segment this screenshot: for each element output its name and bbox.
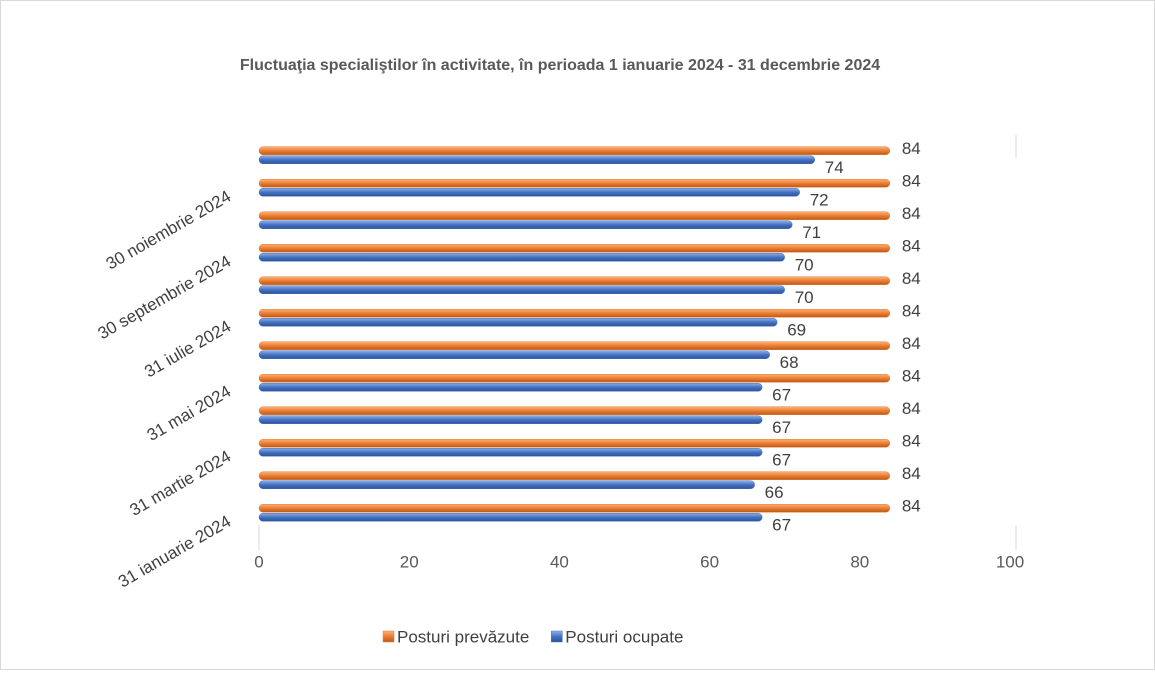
bar [258, 276, 891, 285]
data-label: 68 [780, 353, 799, 372]
data-label: 71 [802, 223, 821, 242]
bar [258, 513, 763, 522]
bar [258, 146, 891, 155]
bar [258, 504, 891, 513]
bar [258, 406, 891, 415]
data-label: 67 [772, 418, 791, 437]
data-label: 70 [795, 256, 814, 275]
legend-swatch [382, 630, 395, 643]
bar [258, 318, 778, 327]
bar [258, 439, 891, 448]
data-label: 84 [902, 464, 921, 483]
bar [258, 155, 815, 164]
data-label: 66 [765, 483, 784, 502]
bar [258, 253, 785, 262]
x-tick-label: 80 [850, 552, 869, 571]
data-label: 74 [825, 158, 844, 177]
bar [258, 448, 763, 457]
data-label: 70 [795, 288, 814, 307]
data-label: 84 [902, 172, 921, 191]
bar [258, 480, 755, 489]
data-label: 84 [902, 399, 921, 418]
bar [258, 211, 891, 220]
bar [258, 220, 793, 229]
bar [258, 415, 763, 424]
legend-label: Posturi prevăzute [397, 627, 529, 646]
data-label: 84 [902, 497, 921, 516]
data-label: 72 [810, 191, 829, 210]
data-label: 67 [772, 451, 791, 470]
bar [258, 285, 785, 294]
data-label: 84 [902, 139, 921, 158]
data-label: 84 [902, 269, 921, 288]
x-tick-label: 0 [254, 552, 263, 571]
chart-title: Fluctuaţia specialiştilor în activitate,… [240, 57, 880, 74]
bar [258, 244, 891, 253]
bar [258, 350, 770, 359]
data-label: 69 [787, 321, 806, 340]
bar [258, 179, 891, 188]
data-label: 84 [902, 334, 921, 353]
bar [258, 309, 891, 318]
x-tick-label: 20 [400, 552, 419, 571]
x-tick-label: 60 [700, 552, 719, 571]
data-label: 84 [902, 237, 921, 256]
x-tick-label: 100 [996, 552, 1024, 571]
bar [258, 374, 891, 383]
data-label: 67 [772, 516, 791, 535]
legend-swatch [551, 630, 563, 643]
data-label: 84 [902, 367, 921, 386]
x-tick-label: 40 [550, 552, 569, 571]
legend-label: Posturi ocupate [565, 627, 683, 646]
bar [258, 341, 891, 350]
bar [258, 383, 763, 392]
bar [258, 188, 800, 197]
data-label: 84 [902, 302, 921, 321]
bar [258, 471, 891, 480]
data-label: 84 [902, 432, 921, 451]
data-label: 67 [772, 386, 791, 405]
data-label: 84 [902, 204, 921, 223]
